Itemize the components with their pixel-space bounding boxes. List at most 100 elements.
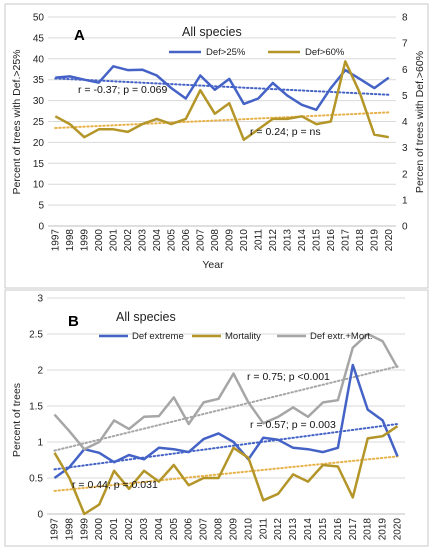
panel-a-x-tick-label: 2000 xyxy=(94,229,105,252)
panel-b-y-tick-label: 2 xyxy=(37,366,43,377)
panel-a-y-tick-label: 30 xyxy=(33,96,45,107)
panel-b-tick-labels: 0 0.5 1 1.5 2 2.5 3 1997 1998 1999 2000 2001 2002 200… xyxy=(29,294,403,541)
panel-b-legend: Def extreme Mortality Def extr.+Mort. xyxy=(99,331,373,342)
panel-b-y-tick-label: 1 xyxy=(37,438,43,449)
legend-label-def-extr-mort: Def extr.+Mort. xyxy=(310,331,373,342)
panel-a-annotation-def25: r = -0.37; p = 0.069 xyxy=(78,84,167,96)
panel-b-x-tick-label: 2004 xyxy=(154,518,165,541)
panel-b-x-tick-label: 2016 xyxy=(333,518,344,541)
panel-a-line-def-25 xyxy=(55,65,390,112)
panel-b-x-tick-label: 2018 xyxy=(363,518,374,541)
panel-a-legend: Def>25% Def>60% xyxy=(169,47,345,58)
panel-b-x-tick-label: 2005 xyxy=(169,518,180,541)
panel-a-x-tick-label: 2019 xyxy=(369,229,380,252)
panel-a-y-tick-label: 40 xyxy=(33,54,45,65)
panel-a-x-tick-label: 2003 xyxy=(137,229,148,252)
panel-b-x-tick-label: 2000 xyxy=(94,518,105,541)
panel-a-x-tick-label: 2018 xyxy=(355,229,366,252)
panel-a-y2-tick-label: 2 xyxy=(402,169,408,180)
panel-a-x-tick-label: 1999 xyxy=(79,229,90,252)
panel-a-y2-tick-label: 6 xyxy=(402,65,408,76)
panel-b-y-tick-label: 1.5 xyxy=(29,402,43,413)
panel-a-x-tick-label: 2017 xyxy=(340,229,351,252)
panel-a-y2-tick-label: 7 xyxy=(402,39,408,50)
panel-a-annotation-def60: r = 0.24; p = ns xyxy=(250,126,321,138)
panel-b-annotation-def-extreme: r = 0.57; p = 0.003 xyxy=(250,419,336,431)
panel-b-line-def-extreme xyxy=(53,363,399,480)
panel-b-x-tick-label: 2007 xyxy=(199,518,210,541)
panel-b-series-lines xyxy=(53,332,399,516)
panel-a-x-tick-label: 2005 xyxy=(166,229,177,252)
panel-a-x-tick-label: 2016 xyxy=(326,229,337,252)
panel-a-x-tick-label: 2015 xyxy=(311,229,322,252)
panel-a-x-tick-label: 2011 xyxy=(253,229,264,251)
panel-a-x-tick-label: 2008 xyxy=(210,229,221,252)
panel-a-x-tick-label: 2007 xyxy=(195,229,206,252)
panel-b-x-tick-label: 1999 xyxy=(79,518,90,541)
panel-a-trendline-def-25 xyxy=(54,77,390,96)
legend-label-mortality: Mortality xyxy=(225,331,261,342)
panel-a-label: A xyxy=(74,27,85,44)
panel-b-trendline-def-extr-mort xyxy=(53,365,399,452)
panel-a-y-tick-label: 25 xyxy=(33,117,45,128)
panel-b: 0 0.5 1 1.5 2 2.5 3 1997 1998 1999 2000 2001 2002 200… xyxy=(4,289,429,547)
panel-a-series-lines xyxy=(54,60,390,142)
panel-a-x-tick-label: 2010 xyxy=(239,229,250,252)
panel-b-x-tick-label: 2017 xyxy=(348,518,359,541)
panel-b-annotation-def-extr-mort: r = 0.75; p <0.001 xyxy=(247,371,330,383)
panel-a-x-tick-label: 2002 xyxy=(123,229,134,252)
panel-a-line-def-60 xyxy=(54,60,390,142)
panel-a-x-tick-label: 2004 xyxy=(152,229,163,252)
panel-a-y2-tick-label: 0 xyxy=(402,222,408,233)
panel-b-x-tick-label: 1997 xyxy=(49,518,60,541)
legend-label-def25: Def>25% xyxy=(206,47,246,58)
panel-b-y-tick-label: 0.5 xyxy=(29,474,43,485)
panel-a-title: All species xyxy=(182,25,242,39)
panel-a-y2-axis-label: Percen of trees with Def.>60% xyxy=(414,51,426,193)
panel-a-x-tick-label: 2009 xyxy=(224,229,235,252)
panel-b-y-tick-label: 0 xyxy=(37,510,43,521)
panel-a-y-tick-label: 5 xyxy=(38,201,44,212)
panel-b-x-tick-label: 2009 xyxy=(228,518,239,541)
panel-a-y-tick-label: 10 xyxy=(33,180,45,191)
panel-a-x-tick-label: 2012 xyxy=(268,229,279,252)
panel-b-x-tick-label: 2020 xyxy=(393,518,404,541)
panel-b-y-tick-label: 2.5 xyxy=(29,330,43,341)
panel-a-y2-tick-label: 4 xyxy=(402,117,408,128)
legend-label-def60: Def>60% xyxy=(305,47,345,58)
panel-b-x-tick-label: 2011 xyxy=(258,518,269,540)
panel-a-y-tick-label: 15 xyxy=(33,159,45,170)
legend-label-def-extreme: Def extreme xyxy=(132,331,184,342)
panel-b-gridlines xyxy=(47,297,405,515)
panel-a-y2-tick-label: 8 xyxy=(402,13,408,24)
panel-b-x-tick-label: 2002 xyxy=(124,518,135,541)
panel-b-x-tick-label: 2012 xyxy=(273,518,284,541)
panel-a-y2-tick-label: 1 xyxy=(402,195,408,206)
panel-b-x-tick-label: 1998 xyxy=(64,518,75,541)
panel-a-x-tick-label: 1998 xyxy=(65,229,76,252)
panel-a-x-tick-label: 2006 xyxy=(181,229,192,252)
panel-b-x-tick-label: 2013 xyxy=(288,518,299,541)
panel-a-y-tick-label: 45 xyxy=(33,33,45,44)
panel-b-annotation-mortality: r = 0.44; p = 0.031 xyxy=(72,479,158,491)
panel-b-line-def-extr-mort xyxy=(53,332,399,451)
panel-b-line-mortality xyxy=(53,425,399,516)
panel-a-y-tick-label: 35 xyxy=(33,75,45,86)
panel-a-gridlines xyxy=(48,16,396,227)
panel-b-x-tick-label: 2001 xyxy=(109,518,120,541)
panel-b-x-tick-label: 2019 xyxy=(378,518,389,541)
panel-b-x-tick-label: 2008 xyxy=(214,518,225,541)
panel-a-y2-tick-label: 5 xyxy=(402,91,408,102)
panel-a-x-tick-label: 2020 xyxy=(384,229,395,252)
panel-a-y-tick-label: 50 xyxy=(33,13,45,24)
panel-b-x-tick-label: 2015 xyxy=(318,518,329,541)
panel-b-x-tick-label: 2006 xyxy=(184,518,195,541)
panel-b-trendline-mortality xyxy=(53,455,399,492)
panel-a-y-tick-label: 20 xyxy=(33,138,45,149)
panel-a-x-tick-label: 1997 xyxy=(50,229,61,252)
panel-a-x-tick-label: 2001 xyxy=(108,229,119,252)
panel-a-x-tick-label: 2013 xyxy=(282,229,293,252)
